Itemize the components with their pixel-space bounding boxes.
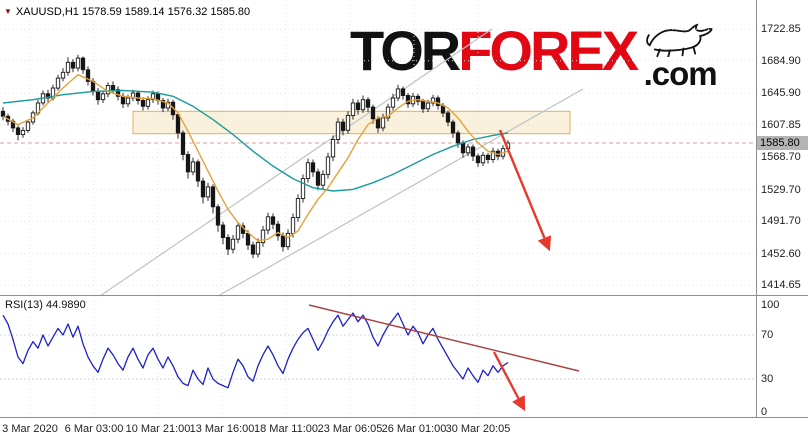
torforex-watermark: TORFOREX .com [350, 20, 720, 90]
logo-tor: TOR [350, 19, 461, 82]
logo-forex: FOREX [458, 19, 639, 82]
rsi-indicator-label: RSI(13) 44.9890 [5, 299, 86, 311]
logo-com: .com [643, 55, 718, 92]
symbol-ohlc-text: XAUUSD,H1 1578.59 1589.14 1576.32 1585.8… [15, 6, 251, 18]
symbol-ohlc-line: ▼ XAUUSD,H1 1578.59 1589.14 1576.32 1585… [4, 6, 250, 18]
current-price-tag: 1585.80 [757, 136, 808, 150]
logo-text: TORFOREX [350, 19, 639, 82]
bull-logo-icon [646, 23, 714, 57]
logo-right-column: .com [640, 20, 720, 90]
chart-marker-icon: ▼ [4, 7, 12, 16]
